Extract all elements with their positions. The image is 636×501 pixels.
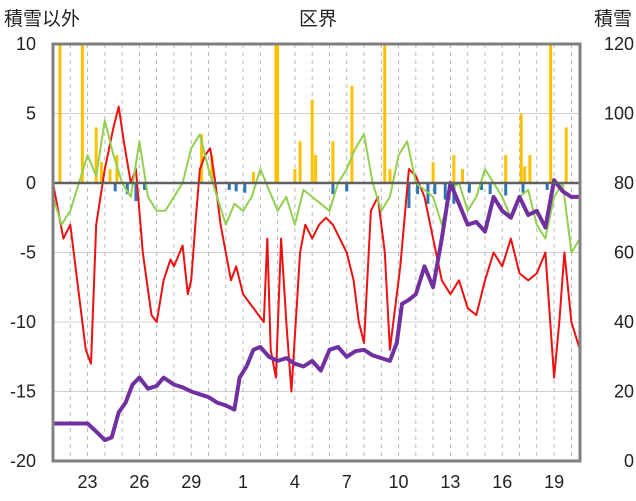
x-tick-label: 7 (342, 472, 352, 492)
bar-mark (108, 169, 112, 183)
bar-mark (488, 183, 492, 195)
x-tick-label: 1 (238, 472, 248, 492)
x-tick-label: 13 (440, 472, 460, 492)
bar-mark (431, 162, 435, 183)
bar-mark (519, 113, 523, 183)
bar-mark (388, 169, 392, 183)
grid-lines (52, 44, 580, 461)
bar-mark (416, 183, 420, 195)
bar-mark (143, 183, 147, 190)
bar-mark (234, 183, 238, 192)
line-series (52, 105, 581, 443)
left-tick-label: -10 (10, 312, 36, 332)
left-tick-label: 5 (26, 104, 36, 124)
x-tick-label: 16 (492, 472, 512, 492)
right-tick-label: 100 (604, 104, 634, 124)
right-tick-label: 20 (614, 382, 634, 402)
y-left-title: 積雪以外 (4, 8, 80, 30)
bar-mark (293, 169, 297, 183)
series-line (53, 178, 580, 443)
bar-mark (227, 183, 231, 190)
axes-frame (51, 42, 582, 463)
right-tick-label: 0 (624, 451, 634, 471)
bar-mark (407, 183, 411, 209)
bar-mark (243, 183, 247, 193)
bar-mark (461, 169, 465, 183)
y-right-title: 積雪 (594, 8, 632, 30)
bar-mark (480, 183, 484, 190)
bar-mark (200, 134, 204, 183)
right-tick-label: 40 (614, 312, 634, 332)
bar-mark (443, 183, 447, 200)
bar-mark (134, 183, 138, 202)
bar-mark (345, 183, 349, 192)
x-tick-label: 4 (290, 472, 300, 492)
bar-mark (350, 85, 354, 183)
bar-mark (521, 183, 525, 193)
bar-mark (528, 155, 532, 183)
bar-mark (433, 183, 437, 195)
left-tick-label: -20 (10, 451, 36, 471)
bar-mark (113, 183, 117, 192)
bar-mark (58, 44, 62, 183)
bar-mark (314, 155, 318, 183)
bar-mark (523, 166, 527, 183)
bar-mark (80, 44, 84, 183)
x-tick-label: 29 (181, 472, 201, 492)
bar-mark (504, 183, 508, 196)
plot-frame (51, 42, 582, 463)
series-line (52, 105, 581, 393)
left-tick-label: -5 (20, 243, 36, 263)
left-tick-label: 0 (26, 173, 36, 193)
bar-mark (504, 155, 508, 183)
left-tick-label: -15 (10, 382, 36, 402)
x-tick-label: 26 (129, 472, 149, 492)
bar-mark (331, 141, 335, 183)
x-tick-label: 19 (544, 472, 564, 492)
bar-mark (210, 155, 214, 183)
bar-mark (99, 162, 103, 183)
bar-mark (467, 183, 471, 193)
bar-mark (331, 183, 335, 195)
bar-mark (383, 44, 387, 183)
bar-mark (276, 44, 280, 183)
right-tick-label: 120 (604, 34, 634, 54)
bar-mark (564, 127, 568, 183)
bar-mark (274, 44, 278, 183)
x-tick-label: 10 (389, 472, 409, 492)
bar-mark (125, 183, 129, 195)
x-tick-label: 23 (78, 472, 98, 492)
bar-mark (545, 183, 549, 190)
bar-mark (298, 141, 302, 183)
right-tick-label: 60 (614, 243, 634, 263)
bar-mark (94, 127, 98, 183)
series-line (52, 119, 581, 254)
bar-mark (310, 99, 314, 183)
chart-title: 区界 (299, 8, 337, 30)
left-tick-label: 10 (16, 34, 36, 54)
right-tick-label: 80 (614, 173, 634, 193)
bar-mark (549, 44, 553, 183)
tick-labels: 10 5 0 -5 -10 -15 -20 120 100 80 60 40 20 0 23 26 29 1 4 7 1… (10, 34, 634, 492)
bar-mark (251, 171, 255, 183)
bar-mark (452, 155, 456, 183)
